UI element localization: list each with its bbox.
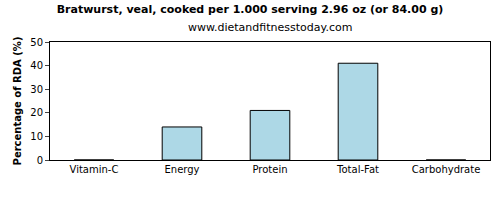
svg-text:10: 10 (30, 131, 43, 142)
svg-text:30: 30 (30, 84, 43, 95)
svg-text:Carbohydrate: Carbohydrate (412, 164, 481, 175)
svg-text:Bratwurst, veal, cooked per 1.: Bratwurst, veal, cooked per 1.000 servin… (57, 3, 444, 16)
svg-text:50: 50 (30, 37, 43, 48)
svg-text:Protein: Protein (252, 164, 287, 175)
svg-text:www.dietandfitnesstoday.com: www.dietandfitnesstoday.com (188, 21, 352, 34)
svg-text:20: 20 (30, 107, 43, 118)
svg-text:40: 40 (30, 60, 43, 71)
svg-text:Percentage of RDA (%): Percentage of RDA (%) (12, 37, 23, 166)
svg-text:Vitamin-C: Vitamin-C (70, 164, 119, 175)
svg-text:Total-Fat: Total-Fat (336, 164, 379, 175)
svg-text:Energy: Energy (164, 164, 199, 175)
svg-text:0: 0 (37, 155, 43, 166)
